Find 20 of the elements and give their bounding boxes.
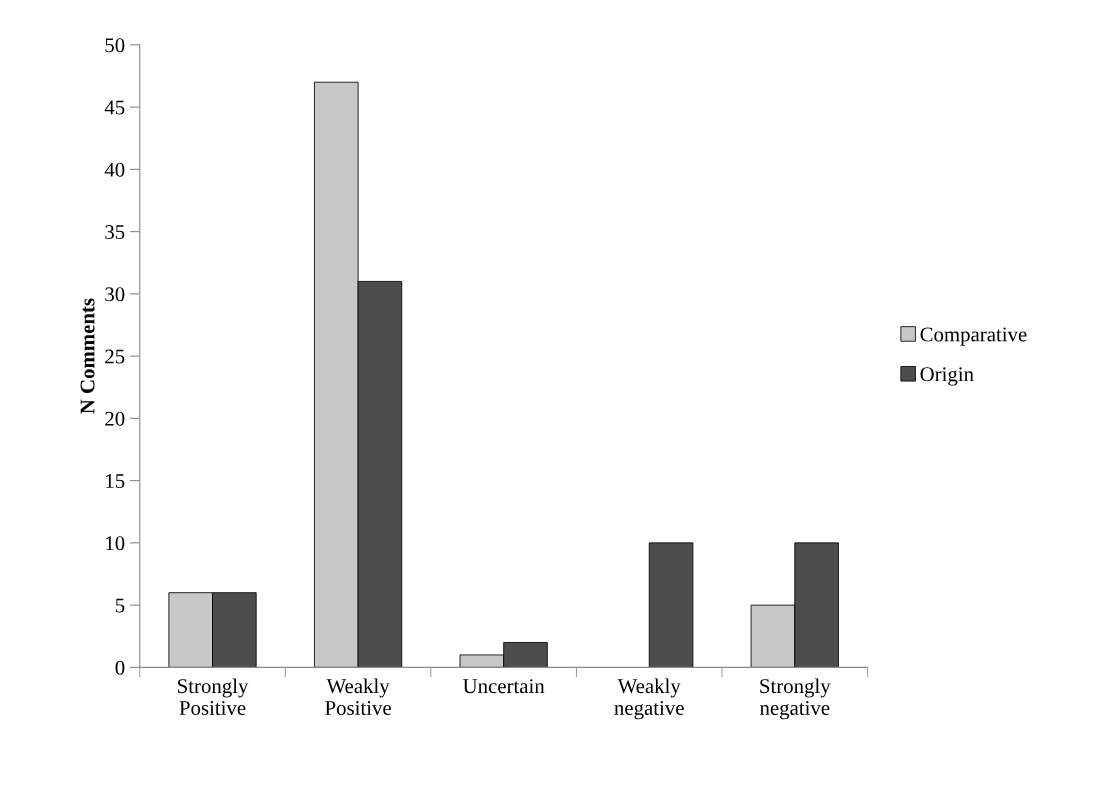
y-tick-label: 35 [105, 225, 125, 240]
y-axis-title: N Comments [80, 298, 95, 414]
y-tick-label: 20 [105, 411, 125, 426]
x-tick-label: Uncertain [463, 679, 545, 694]
y-tick-label: 0 [115, 660, 125, 675]
y-tick-label: 50 [105, 38, 125, 53]
x-tick-label: Strongly Positive [178, 678, 249, 715]
y-tick-label: 25 [105, 349, 125, 364]
x-tick-label: Weakly Positive [325, 678, 391, 715]
y-tick-label: 5 [115, 598, 125, 613]
y-tick-label: 45 [104, 100, 125, 115]
y-tick-label: 40 [104, 162, 125, 177]
x-tick-label: Strongly negative [759, 678, 831, 720]
y-tick-label: 15 [106, 474, 125, 489]
y-tick-label: 30 [105, 287, 125, 302]
legend-label: Origin [920, 367, 974, 386]
bar [648, 542, 694, 668]
x-tick-label: Weakly negative [614, 678, 684, 720]
legend-label: Comparative [920, 327, 1027, 346]
y-tick-label: 10 [106, 536, 125, 551]
